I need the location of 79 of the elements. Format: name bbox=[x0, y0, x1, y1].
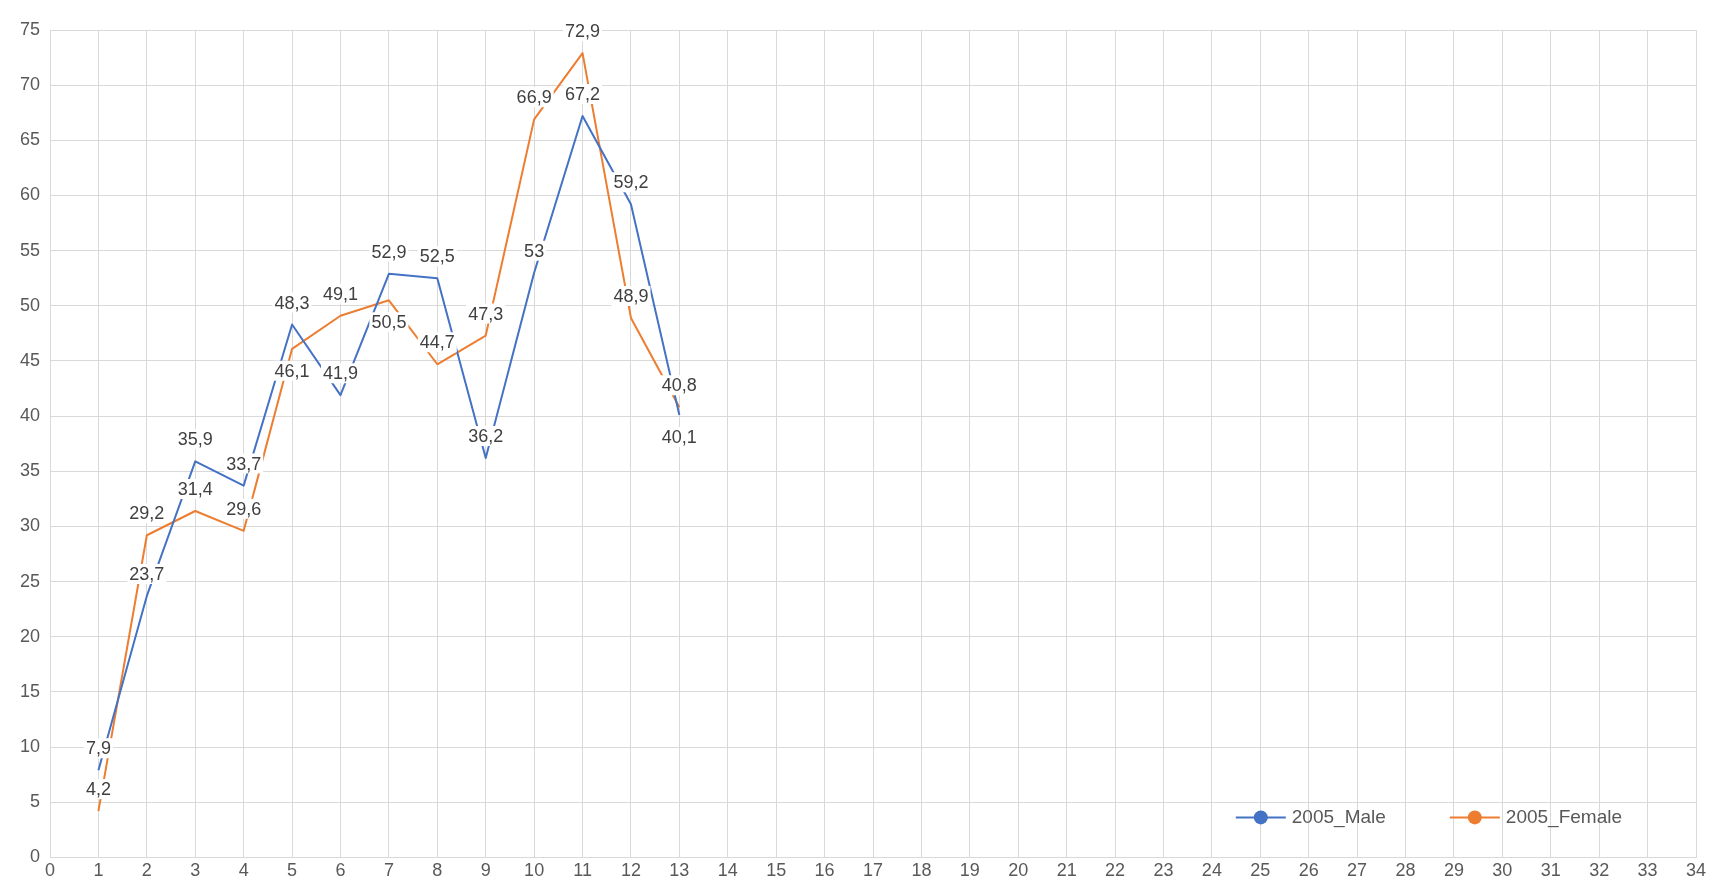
x-tick-label: 18 bbox=[911, 860, 932, 881]
x-tick-label: 31 bbox=[1540, 860, 1561, 881]
x-tick-label: 26 bbox=[1298, 860, 1319, 881]
x-tick-label: 0 bbox=[45, 860, 56, 881]
data-label: 41,9 bbox=[322, 363, 359, 384]
x-tick-label: 14 bbox=[717, 860, 738, 881]
data-label: 59,2 bbox=[613, 172, 649, 193]
y-tick-label: 60 bbox=[19, 184, 41, 205]
y-tick-label: 50 bbox=[19, 294, 41, 315]
data-label: 66,9 bbox=[516, 87, 552, 108]
x-tick-label: 4 bbox=[238, 860, 249, 881]
x-tick-label: 23 bbox=[1153, 860, 1174, 881]
data-label: 52,5 bbox=[419, 246, 455, 267]
data-label: 49,1 bbox=[322, 283, 359, 304]
x-tick-label: 5 bbox=[287, 860, 298, 881]
data-label: 40,1 bbox=[661, 426, 697, 447]
y-tick-label: 65 bbox=[19, 129, 41, 150]
data-label: 7,9 bbox=[85, 738, 111, 759]
data-label: 67,2 bbox=[565, 84, 601, 105]
x-tick-label: 22 bbox=[1105, 860, 1126, 881]
x-tick-label: 20 bbox=[1008, 860, 1029, 881]
data-label: 50,5 bbox=[371, 312, 407, 333]
x-tick-label: 9 bbox=[480, 860, 491, 881]
x-tick-label: 15 bbox=[766, 860, 787, 881]
y-tick-label: 25 bbox=[19, 570, 41, 591]
x-tick-label: 8 bbox=[432, 860, 443, 881]
x-tick-label: 21 bbox=[1056, 860, 1077, 881]
data-label: 40,8 bbox=[661, 375, 697, 396]
x-tick-label: 12 bbox=[620, 860, 641, 881]
data-label: 72,9 bbox=[565, 21, 601, 42]
y-tick-label: 40 bbox=[19, 405, 41, 426]
x-tick-label: 11 bbox=[573, 860, 592, 881]
data-label: 44,7 bbox=[419, 332, 455, 353]
data-label: 46,1 bbox=[274, 360, 310, 381]
x-tick-label: 19 bbox=[959, 860, 980, 881]
y-tick-label: 15 bbox=[19, 680, 41, 701]
data-label: 29,6 bbox=[226, 498, 262, 519]
x-tick-label: 24 bbox=[1201, 860, 1222, 881]
y-tick-label: 0 bbox=[30, 846, 41, 867]
x-tick-label: 28 bbox=[1395, 860, 1416, 881]
data-label: 52,9 bbox=[371, 241, 407, 262]
legend-label: 2005_Female bbox=[1505, 805, 1623, 828]
x-tick-label: 1 bbox=[93, 860, 104, 881]
x-tick-label: 10 bbox=[524, 860, 545, 881]
data-label: 36,2 bbox=[468, 426, 504, 447]
legend-label: 2005_Male bbox=[1291, 805, 1386, 828]
x-tick-label: 16 bbox=[814, 860, 835, 881]
x-tick-label: 25 bbox=[1250, 860, 1271, 881]
y-tick-label: 30 bbox=[19, 515, 41, 536]
x-tick-label: 33 bbox=[1637, 860, 1658, 881]
y-tick-label: 75 bbox=[19, 18, 41, 39]
data-label: 23,7 bbox=[129, 563, 165, 584]
y-tick-label: 45 bbox=[19, 349, 41, 370]
x-tick-label: 3 bbox=[190, 860, 201, 881]
data-label: 53 bbox=[524, 240, 545, 261]
y-tick-label: 55 bbox=[19, 239, 41, 260]
data-label: 47,3 bbox=[468, 303, 504, 324]
x-tick-label: 27 bbox=[1347, 860, 1368, 881]
x-tick-label: 2 bbox=[141, 860, 152, 881]
x-tick-label: 7 bbox=[383, 860, 394, 881]
x-tick-label: 13 bbox=[669, 860, 690, 881]
y-tick-label: 70 bbox=[19, 74, 41, 95]
y-tick-label: 10 bbox=[19, 736, 41, 757]
data-label: 4,2 bbox=[85, 779, 111, 800]
y-tick-label: 20 bbox=[19, 625, 41, 646]
data-label: 33,7 bbox=[226, 453, 262, 474]
y-tick-label: 35 bbox=[19, 460, 41, 481]
x-tick-label: 17 bbox=[863, 860, 884, 881]
x-tick-label: 34 bbox=[1685, 860, 1707, 881]
data-label: 31,4 bbox=[177, 478, 213, 499]
data-label: 48,9 bbox=[613, 285, 649, 306]
x-tick-label: 30 bbox=[1492, 860, 1513, 881]
data-label: 48,3 bbox=[274, 292, 310, 313]
data-label: 35,9 bbox=[177, 429, 213, 450]
x-tick-label: 29 bbox=[1443, 860, 1464, 881]
x-tick-label: 6 bbox=[335, 860, 346, 881]
y-tick-label: 5 bbox=[30, 791, 41, 812]
data-label: 29,2 bbox=[129, 503, 165, 524]
x-tick-label: 32 bbox=[1589, 860, 1610, 881]
